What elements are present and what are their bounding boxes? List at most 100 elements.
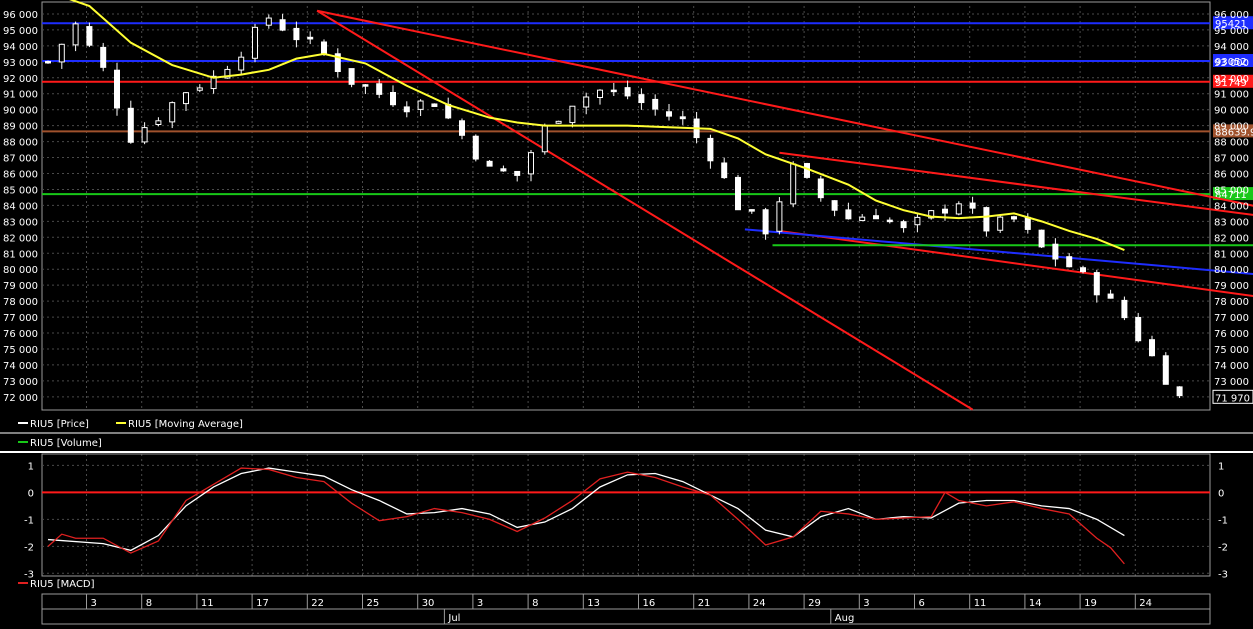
candle-body (624, 87, 631, 97)
price-tick-label-left: 91 000 (3, 90, 38, 101)
price-tick-label-left: 82 000 (3, 233, 38, 244)
price-tick-label-left: 73 000 (3, 377, 38, 388)
price-level-label: 84711 (1215, 190, 1247, 201)
price-tick-label-right: 80 000 (1214, 265, 1249, 276)
price-level-tag (1213, 187, 1253, 201)
macd-tick-label-right: 1 (1218, 461, 1224, 472)
candle-body (721, 162, 728, 179)
macd-tick-label-left: 1 (28, 461, 34, 472)
candle-body (514, 170, 521, 176)
date-tick-label: 22 (311, 598, 324, 609)
price-tick-label-left: 85 000 (3, 185, 38, 196)
month-label: Jul (447, 613, 460, 624)
candle-body (735, 176, 741, 211)
candle-body (252, 26, 258, 59)
price-tick-label-left: 86 000 (3, 170, 38, 181)
price-tick-label-left: 83 000 (3, 217, 38, 228)
date-tick-label: 13 (587, 598, 600, 609)
candle-body (348, 68, 355, 85)
candle-body (1080, 267, 1086, 273)
macd-tick-label-right: -3 (1218, 569, 1228, 580)
price-tick-label-right: 77 000 (1214, 313, 1249, 324)
date-tick-label: 14 (1029, 598, 1042, 609)
price-tick-label-right: 90 000 (1214, 106, 1249, 117)
candle-body (1052, 243, 1059, 260)
price-tick-label-left: 72 000 (3, 393, 38, 404)
candle-body (997, 216, 1004, 231)
date-tick-label: 21 (698, 598, 711, 609)
candle-body (390, 91, 396, 106)
price-tick-label-right: 78 000 (1214, 297, 1249, 308)
price-tick-label-right: 84 000 (1214, 201, 1249, 212)
candle-body (1011, 216, 1017, 220)
price-tick-label-right: 79 000 (1214, 281, 1249, 292)
date-tick-label: 8 (532, 598, 538, 609)
candle-body (983, 207, 990, 232)
macd-tick-label-right: -2 (1218, 542, 1228, 553)
candle-body (955, 203, 962, 215)
candle-body (597, 89, 603, 98)
candle-body (569, 105, 576, 124)
price-tick-label-left: 94 000 (3, 42, 38, 53)
candle-body (638, 94, 645, 104)
candle-body (610, 89, 617, 93)
moving-average (69, 0, 1125, 251)
trendline (316, 9, 1253, 207)
candle-body (1176, 386, 1183, 397)
date-tick-label: 29 (808, 598, 821, 609)
candle-body (58, 43, 65, 63)
price-tick-label-left: 81 000 (3, 249, 38, 260)
price-tick-label-left: 77 000 (3, 313, 38, 324)
price-tick-label-right: 73 000 (1214, 377, 1249, 388)
price-level-tag (1213, 16, 1253, 30)
date-tick-label: 8 (146, 598, 152, 609)
candle-body (583, 96, 590, 108)
macd-line (47, 467, 1125, 565)
candle-body (859, 216, 866, 222)
price-level-tag (1213, 54, 1253, 68)
price-tick-label-right: 94 000 (1214, 42, 1249, 53)
price-level-label: 95421 (1215, 19, 1247, 30)
price-tick-label-right: 96 000 (1214, 10, 1249, 21)
candle-body (831, 200, 838, 211)
candle-body (293, 27, 300, 41)
candle-body (1038, 229, 1045, 248)
candle-body (555, 120, 562, 124)
month-label: Aug (835, 613, 855, 624)
macd-signal-line (47, 467, 1125, 552)
price-tick-label-right: 76 000 (1214, 329, 1249, 340)
price-tick-label-right: 82 000 (1214, 233, 1249, 244)
candle-body (666, 111, 672, 117)
candle-body (224, 68, 231, 79)
candle-body (817, 178, 824, 199)
candle-body (942, 208, 948, 214)
price-tick-label-left: 84 000 (3, 201, 38, 212)
trendline (779, 151, 1253, 216)
price-tick-label-right: 92 000 (1214, 74, 1249, 85)
date-tick-label: 3 (91, 598, 97, 609)
candle-body (210, 75, 217, 90)
candle-body (873, 215, 879, 220)
candle-body (886, 219, 893, 223)
candle-body (762, 209, 769, 235)
candle-body (1107, 293, 1114, 299)
candle-body (472, 135, 479, 160)
candle-body (928, 210, 935, 219)
price-tick-label-left: 80 000 (3, 265, 38, 276)
price-tick-label-right: 83 000 (1214, 217, 1249, 228)
price-tick-label-left: 79 000 (3, 281, 38, 292)
candle-body (141, 127, 148, 143)
date-tick-label: 30 (422, 598, 435, 609)
macd-tick-label-right: 0 (1218, 488, 1224, 499)
date-tick-label: 24 (753, 598, 766, 609)
candle-body (776, 201, 783, 232)
date-tick-label: 3 (477, 598, 483, 609)
candle-body (100, 46, 107, 68)
date-tick-label: 25 (367, 598, 380, 609)
candle-body (238, 56, 245, 71)
price-levels: 95421 93052 91749 88639.9 84711 (42, 16, 1253, 201)
candle-body (914, 216, 921, 226)
